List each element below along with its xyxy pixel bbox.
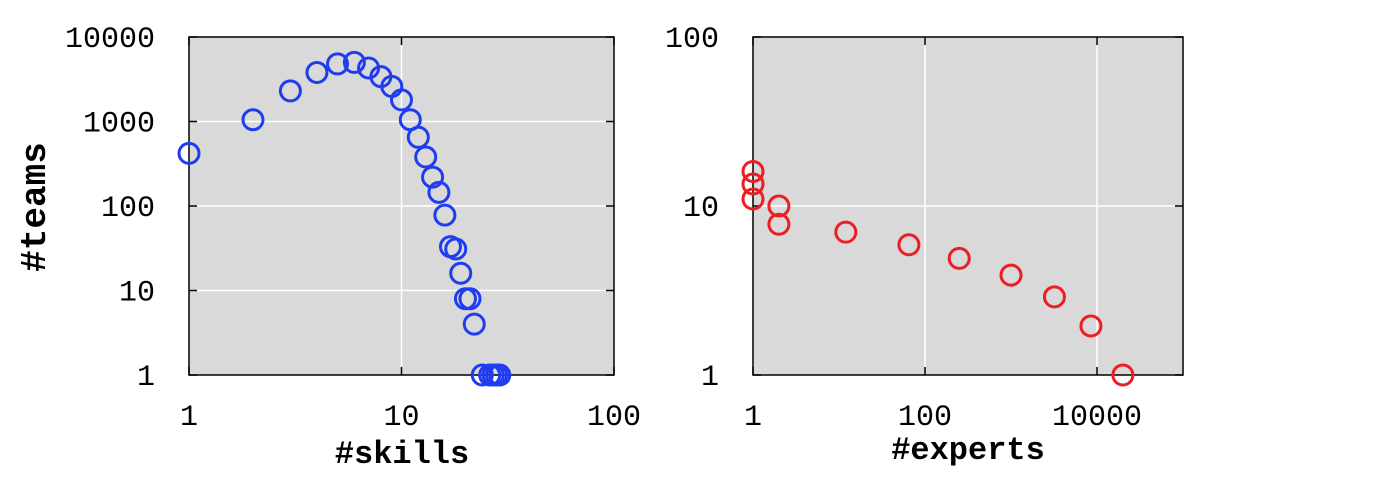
- y-tick-label: 100: [665, 23, 719, 57]
- y-tick-label: 10: [683, 192, 719, 226]
- data-point: [488, 363, 512, 387]
- x-tick-labels: 1 100 10000: [744, 401, 1142, 435]
- y-tick-labels: 1 10 100 1000 10000: [65, 23, 155, 395]
- data-point: [427, 180, 451, 204]
- y-tick-label: 1: [701, 361, 719, 395]
- data-points: [741, 160, 1135, 387]
- skills-chart: 1 10 100 1000 10000 1 10 100 #skills: [65, 23, 641, 473]
- x-tick-label: 10000: [1052, 401, 1142, 435]
- x-tick-label: 100: [898, 401, 952, 435]
- data-point: [449, 261, 473, 285]
- x-tick-label: 10: [383, 401, 419, 435]
- data-point: [741, 187, 765, 211]
- data-point: [1042, 285, 1066, 309]
- data-point: [947, 246, 971, 270]
- x-tick-label: 1: [180, 401, 198, 435]
- data-point: [767, 194, 791, 218]
- data-point: [834, 220, 858, 244]
- data-point: [177, 141, 201, 165]
- data-point: [1111, 363, 1135, 387]
- data-point: [241, 108, 265, 132]
- tick-marks: [188, 36, 615, 376]
- data-point: [741, 172, 765, 196]
- experts-chart: 1 10 100 1 100 10000 #experts: [665, 23, 1184, 469]
- data-point: [462, 312, 486, 336]
- data-point: [414, 145, 438, 169]
- data-point: [767, 212, 791, 236]
- x-tick-label: 100: [587, 401, 641, 435]
- data-point: [444, 237, 468, 261]
- x-axis-label: #experts: [891, 432, 1045, 469]
- data-point: [342, 50, 366, 74]
- y-tick-label: 10000: [65, 23, 155, 57]
- tick-marks: [752, 36, 1183, 376]
- y-tick-labels: 1 10 100: [665, 23, 719, 395]
- data-point: [305, 61, 329, 85]
- data-point: [433, 203, 457, 227]
- data-point: [326, 52, 350, 76]
- data-points: [177, 50, 512, 387]
- data-point: [390, 88, 413, 112]
- data-point: [458, 287, 482, 311]
- x-axis-label: #skills: [335, 436, 469, 473]
- data-point: [406, 125, 430, 149]
- y-tick-label: 100: [101, 192, 155, 226]
- data-point: [1079, 314, 1103, 338]
- data-point: [741, 160, 765, 184]
- y-tick-label: 10: [119, 277, 155, 311]
- data-point: [278, 79, 302, 103]
- x-tick-label: 1: [744, 401, 762, 435]
- y-tick-label: 1000: [83, 108, 155, 142]
- y-axis-label: #teams: [15, 142, 56, 272]
- data-point: [470, 363, 494, 387]
- y-tick-label: 1: [137, 361, 155, 395]
- data-point: [897, 233, 921, 257]
- x-tick-labels: 1 10 100: [180, 401, 641, 435]
- data-point: [999, 263, 1023, 287]
- data-point: [421, 165, 445, 189]
